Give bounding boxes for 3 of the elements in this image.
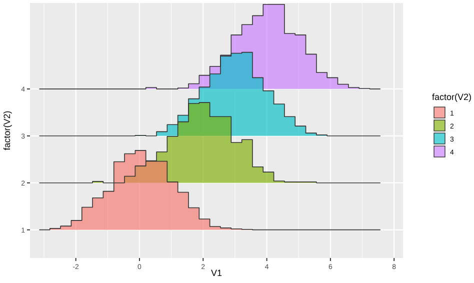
x-axis-title: V1 [210,268,222,278]
legend-title: factor(V2) [432,92,472,102]
y-axis-title: factor(V2) [2,110,12,150]
